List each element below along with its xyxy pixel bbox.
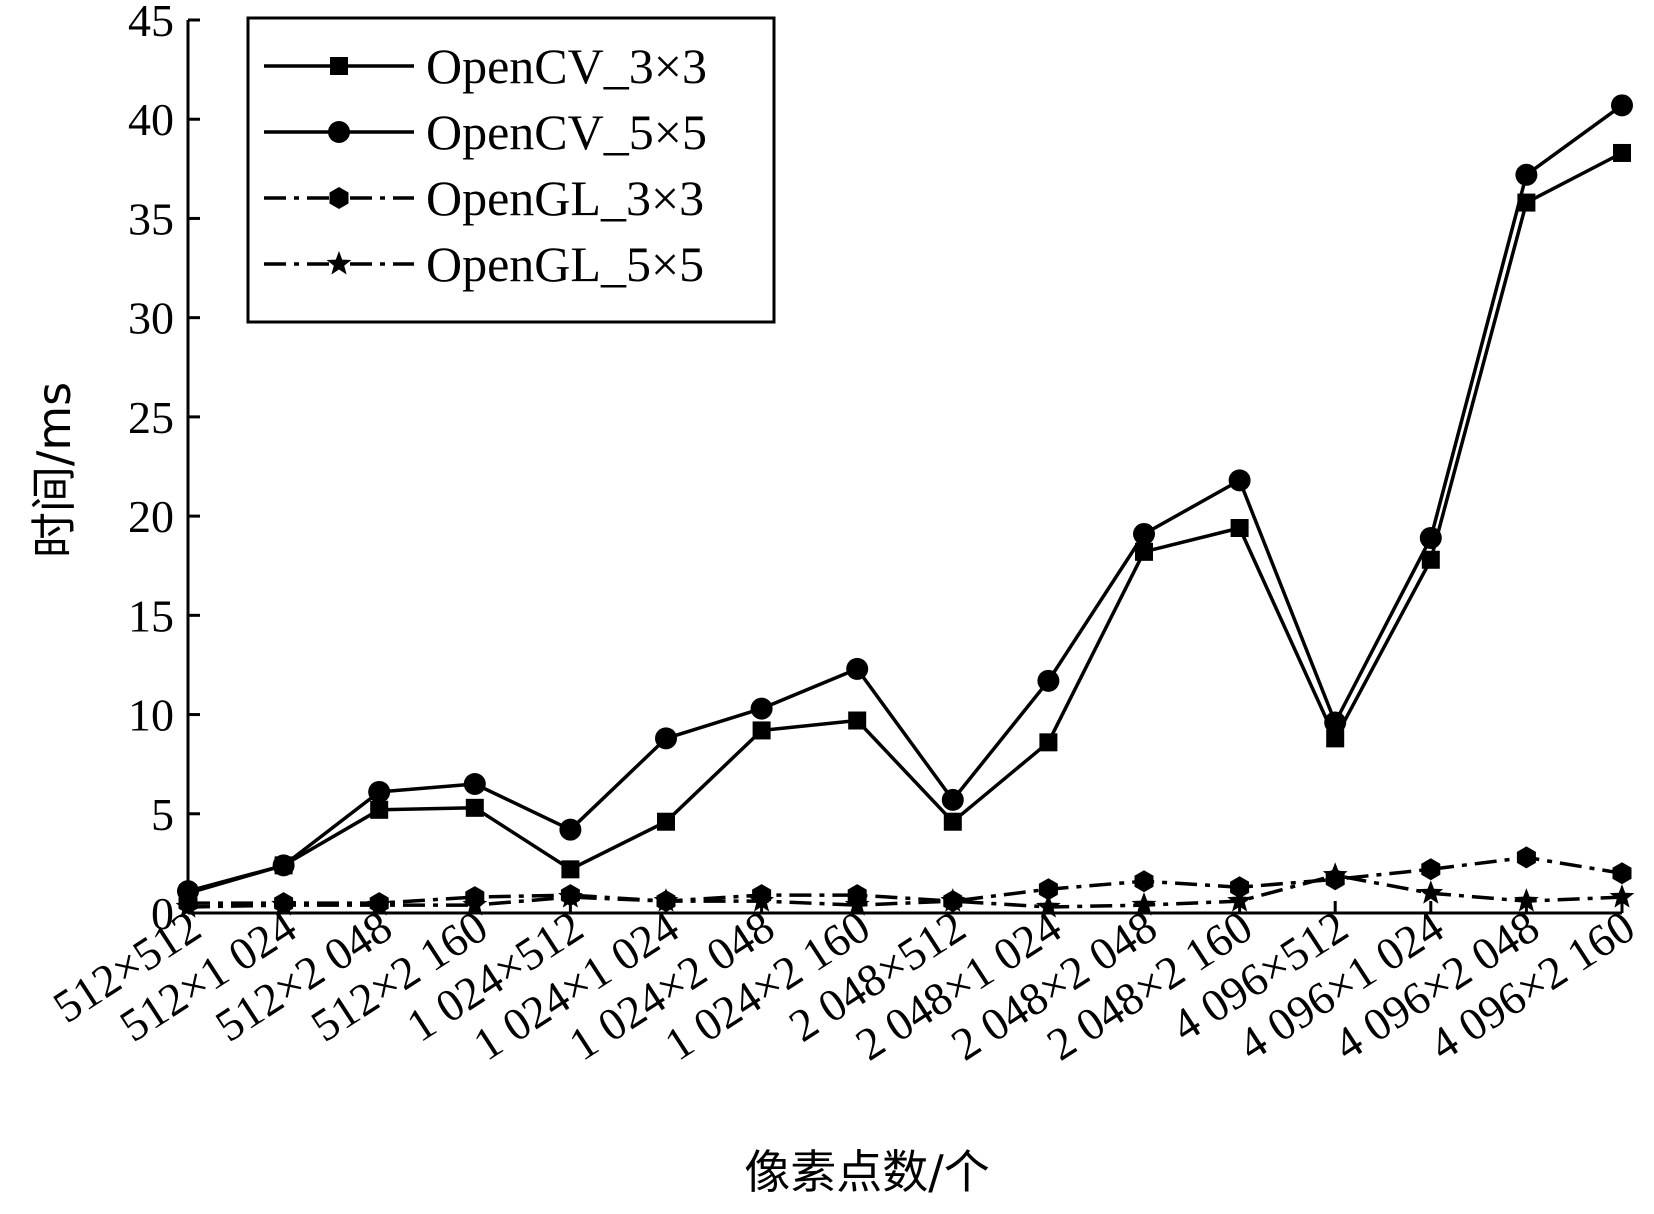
- data-point: [1039, 733, 1058, 752]
- data-point: [1514, 888, 1539, 912]
- y-tick-label: 20: [128, 491, 174, 542]
- data-point: [1131, 892, 1157, 916]
- data-point: [653, 888, 679, 912]
- data-point: [750, 697, 773, 720]
- data-point: [657, 812, 675, 831]
- series-2: [177, 94, 1633, 903]
- y-tick-label: 40: [128, 94, 174, 145]
- series-4: [175, 862, 1635, 918]
- data-point: [1322, 862, 1348, 886]
- legend-marker: [326, 251, 352, 275]
- data-point: [846, 657, 869, 680]
- data-point: [1515, 163, 1538, 186]
- y-tick-label: 5: [151, 789, 174, 840]
- data-point: [1228, 469, 1251, 492]
- series-3: [178, 846, 1632, 915]
- data-point: [940, 888, 966, 912]
- data-point: [271, 892, 296, 916]
- data-point: [943, 812, 962, 831]
- data-point: [1230, 519, 1249, 538]
- data-point: [1133, 522, 1155, 545]
- data-point: [462, 892, 488, 916]
- data-point: [655, 727, 677, 750]
- data-point: [175, 894, 201, 918]
- data-point: [1134, 870, 1154, 893]
- data-point: [1609, 884, 1635, 908]
- series-line: [188, 855, 1623, 905]
- legend-marker: [329, 187, 349, 209]
- data-point: [1612, 862, 1632, 885]
- data-point: [1611, 94, 1633, 117]
- series-line: [187, 103, 1624, 893]
- series-1: [179, 143, 1631, 903]
- data-point: [1421, 858, 1441, 881]
- data-point: [1421, 550, 1440, 569]
- legend-marker: [328, 121, 350, 143]
- data-point: [1419, 526, 1442, 549]
- data-point: [368, 780, 391, 803]
- data-point: [941, 788, 964, 811]
- data-point: [1037, 669, 1060, 692]
- data-point: [1516, 846, 1536, 869]
- data-point: [1418, 880, 1444, 904]
- legend-label: OpenGL_5×5: [426, 236, 704, 292]
- legend-marker: [330, 57, 348, 75]
- legend-label: OpenCV_3×3: [426, 38, 707, 94]
- series-line: [187, 151, 1623, 895]
- legend-label: OpenGL_3×3: [426, 170, 704, 226]
- data-point: [1613, 143, 1631, 162]
- data-point: [848, 711, 867, 730]
- legend: OpenCV_3×3 OpenCV_5×5 OpenGL_3×3 OpenGL_5×5: [246, 16, 776, 324]
- data-point: [272, 854, 295, 877]
- y-tick-label: 35: [128, 193, 174, 244]
- y-tick-label: 10: [128, 690, 174, 741]
- data-point: [465, 798, 484, 817]
- data-point: [1036, 894, 1061, 918]
- data-point: [370, 800, 389, 819]
- data-point: [1227, 888, 1252, 912]
- data-point: [749, 888, 774, 912]
- y-tick-label: 15: [128, 590, 174, 641]
- y-tick-label: 0: [151, 888, 174, 939]
- legend-label: OpenCV_5×5: [426, 104, 707, 160]
- data-point: [1038, 878, 1058, 901]
- series-layer: [175, 94, 1635, 918]
- y-tick-label: 30: [128, 293, 174, 344]
- data-point: [1135, 542, 1153, 561]
- data-point: [1326, 729, 1345, 748]
- data-point: [844, 892, 870, 916]
- data-point: [1324, 711, 1347, 734]
- data-point: [558, 884, 583, 908]
- y-tick-label: 45: [128, 0, 174, 46]
- data-point: [752, 721, 771, 740]
- y-axis-title: 时间/ms: [27, 382, 81, 558]
- y-tick-label: 25: [128, 392, 174, 443]
- data-point: [366, 892, 392, 916]
- x-axis-title: 像素点数/个: [744, 1145, 990, 1199]
- data-point: [561, 860, 580, 879]
- data-point: [1230, 876, 1250, 899]
- data-point: [559, 818, 582, 841]
- data-point: [463, 773, 486, 796]
